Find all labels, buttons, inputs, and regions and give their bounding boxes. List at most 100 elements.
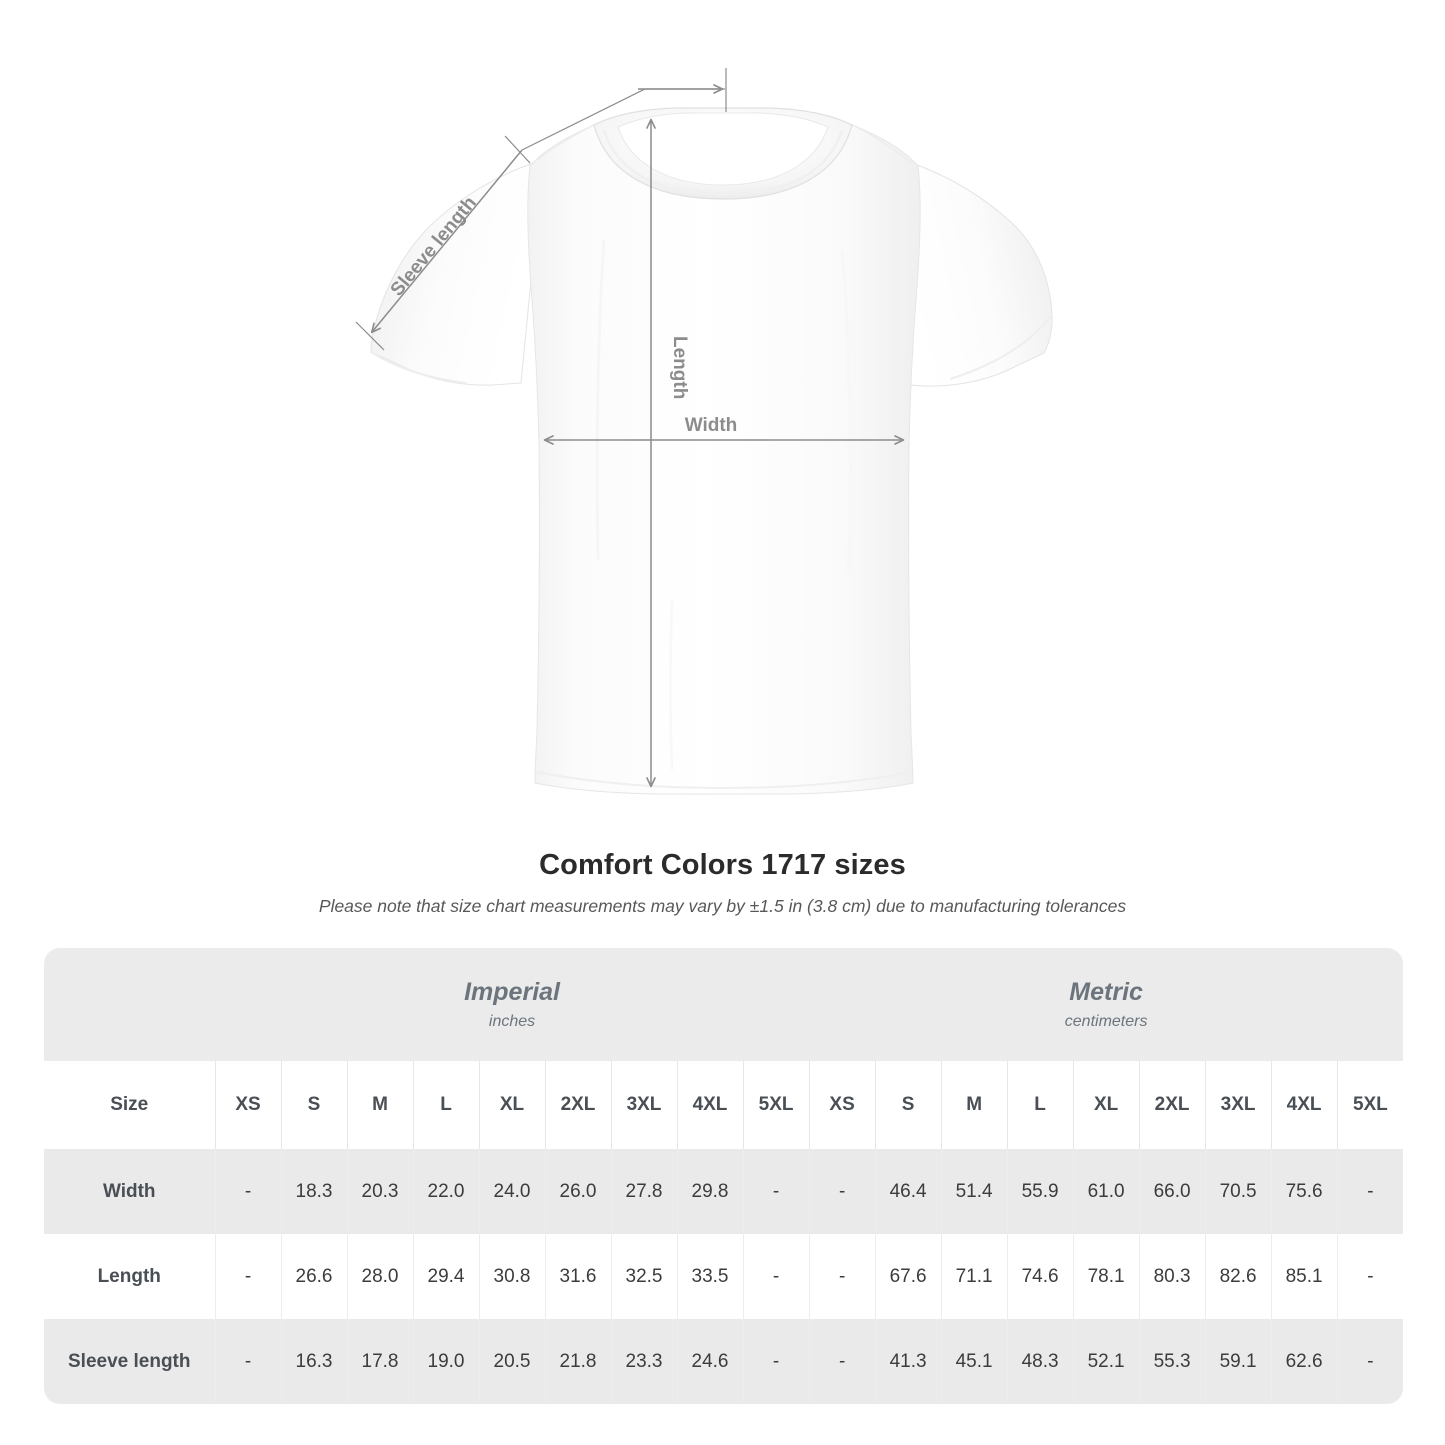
page-title: Comfort Colors 1717 sizes — [539, 849, 906, 881]
cell-length-metric-xs: - — [808, 1234, 876, 1319]
cell-width-metric-5xl: - — [1336, 1149, 1404, 1234]
tshirt-garment — [370, 107, 1053, 795]
width-label: Width — [685, 415, 738, 436]
header-imperial-3xl: 3XL — [610, 1061, 677, 1149]
cell-sleeve-imperial-2xl: 21.8 — [544, 1319, 611, 1404]
header-metric-3xl: 3XL — [1204, 1061, 1272, 1149]
cell-width-imperial-xl: 24.0 — [478, 1149, 545, 1234]
heading-block: Comfort Colors 1717 sizes Please note th… — [0, 845, 1445, 918]
cell-length-imperial-4xl: 33.5 — [676, 1234, 743, 1319]
size-header-row: Size XS S M L XL 2XL 3XL 4XL 5XL XS S M … — [44, 1061, 1404, 1149]
cell-width-metric-4xl: 75.6 — [1270, 1149, 1338, 1234]
cell-length-metric-5xl: - — [1336, 1234, 1404, 1319]
cell-width-metric-xs: - — [808, 1149, 876, 1234]
header-imperial-xl: XL — [478, 1061, 545, 1149]
cell-length-imperial-xl: 30.8 — [478, 1234, 545, 1319]
header-imperial-l: L — [412, 1061, 479, 1149]
cell-sleeve-imperial-5xl: - — [742, 1319, 810, 1404]
cell-sleeve-imperial-xs: - — [214, 1319, 281, 1404]
header-imperial-xs: XS — [214, 1061, 281, 1149]
cell-width-metric-l: 55.9 — [1006, 1149, 1074, 1234]
row-label-sleeve-length: Sleeve length — [44, 1319, 215, 1404]
cell-width-imperial-4xl: 29.8 — [676, 1149, 743, 1234]
cell-sleeve-metric-xs: - — [808, 1319, 876, 1404]
unit-imperial-sub: inches — [488, 1012, 536, 1030]
cell-width-imperial-5xl: - — [742, 1149, 810, 1234]
cell-width-metric-3xl: 70.5 — [1204, 1149, 1272, 1234]
cell-sleeve-imperial-4xl: 24.6 — [676, 1319, 743, 1404]
unit-spacer-cell — [44, 948, 215, 1061]
cell-sleeve-metric-5xl: - — [1336, 1319, 1404, 1404]
header-metric-5xl: 5XL — [1336, 1061, 1404, 1149]
cell-width-imperial-l: 22.0 — [412, 1149, 479, 1234]
header-metric-xl: XL — [1072, 1061, 1140, 1149]
header-imperial-2xl: 2XL — [544, 1061, 611, 1149]
cell-sleeve-metric-2xl: 55.3 — [1138, 1319, 1206, 1404]
header-metric-l: L — [1006, 1061, 1074, 1149]
header-metric-4xl: 4XL — [1270, 1061, 1338, 1149]
cell-width-imperial-m: 20.3 — [346, 1149, 413, 1234]
cell-sleeve-metric-l: 48.3 — [1006, 1319, 1074, 1404]
cell-sleeve-metric-3xl: 59.1 — [1204, 1319, 1272, 1404]
header-imperial-5xl: 5XL — [742, 1061, 810, 1149]
cell-sleeve-imperial-m: 17.8 — [346, 1319, 413, 1404]
header-imperial-m: M — [346, 1061, 413, 1149]
cell-length-metric-s: 67.6 — [874, 1234, 942, 1319]
cell-width-metric-xl: 61.0 — [1072, 1149, 1140, 1234]
cell-sleeve-metric-s: 41.3 — [874, 1319, 942, 1404]
cell-width-metric-m: 51.4 — [940, 1149, 1008, 1234]
cell-sleeve-imperial-l: 19.0 — [412, 1319, 479, 1404]
unit-imperial-name: Imperial — [464, 977, 560, 1006]
cell-length-metric-4xl: 85.1 — [1270, 1234, 1338, 1319]
measurement-annotations — [355, 68, 905, 788]
header-imperial-s: S — [280, 1061, 347, 1149]
table-row-sleeve-length: Sleeve length - 16.3 17.8 19.0 20.5 21.8… — [44, 1319, 1404, 1404]
cell-length-imperial-3xl: 32.5 — [610, 1234, 677, 1319]
cell-length-imperial-5xl: - — [742, 1234, 810, 1319]
row-label-length: Length — [44, 1234, 215, 1319]
cell-sleeve-imperial-xl: 20.5 — [478, 1319, 545, 1404]
row-label-width: Width — [44, 1149, 215, 1234]
cell-length-imperial-l: 29.4 — [412, 1234, 479, 1319]
size-table-container: Imperial inches Metric centimeters Size … — [44, 948, 1404, 1404]
unit-metric-name: Metric — [1069, 977, 1143, 1006]
cell-length-metric-3xl: 82.6 — [1204, 1234, 1272, 1319]
header-metric-xs: XS — [808, 1061, 876, 1149]
cell-length-metric-xl: 78.1 — [1072, 1234, 1140, 1319]
cell-sleeve-imperial-3xl: 23.3 — [610, 1319, 677, 1404]
length-label: Length — [669, 336, 690, 399]
unit-group-metric: Metric centimeters — [809, 948, 1404, 1061]
cell-length-imperial-s: 26.6 — [280, 1234, 347, 1319]
page-subtitle: Please note that size chart measurements… — [318, 896, 1127, 916]
cell-length-imperial-xs: - — [214, 1234, 281, 1319]
cell-width-metric-s: 46.4 — [874, 1149, 942, 1234]
cell-width-imperial-3xl: 27.8 — [610, 1149, 677, 1234]
sleeve-length-arrow — [370, 149, 523, 334]
cell-sleeve-metric-m: 45.1 — [940, 1319, 1008, 1404]
cell-width-imperial-s: 18.3 — [280, 1149, 347, 1234]
cell-sleeve-imperial-s: 16.3 — [280, 1319, 347, 1404]
unit-header-row: Imperial inches Metric centimeters — [44, 948, 1404, 1061]
table-row-length: Length - 26.6 28.0 29.4 30.8 31.6 32.5 3… — [44, 1234, 1404, 1319]
header-metric-m: M — [940, 1061, 1008, 1149]
header-metric-s: S — [874, 1061, 942, 1149]
cell-sleeve-metric-xl: 52.1 — [1072, 1319, 1140, 1404]
cell-length-metric-m: 71.1 — [940, 1234, 1008, 1319]
cell-sleeve-metric-4xl: 62.6 — [1270, 1319, 1338, 1404]
size-table: Imperial inches Metric centimeters Size … — [44, 948, 1404, 1404]
header-size-label: Size — [44, 1061, 215, 1149]
header-metric-2xl: 2XL — [1138, 1061, 1206, 1149]
tshirt-measurement-diagram: Sleeve length Length Width — [355, 68, 1053, 795]
unit-group-imperial: Imperial inches — [215, 948, 810, 1061]
cell-width-imperial-xs: - — [214, 1149, 281, 1234]
cell-width-imperial-2xl: 26.0 — [544, 1149, 611, 1234]
cell-length-imperial-2xl: 31.6 — [544, 1234, 611, 1319]
cell-length-metric-l: 74.6 — [1006, 1234, 1074, 1319]
cell-length-metric-2xl: 80.3 — [1138, 1234, 1206, 1319]
cell-width-metric-2xl: 66.0 — [1138, 1149, 1206, 1234]
unit-metric-sub: centimeters — [1064, 1012, 1148, 1030]
table-row-width: Width - 18.3 20.3 22.0 24.0 26.0 27.8 29… — [44, 1149, 1404, 1234]
cell-length-imperial-m: 28.0 — [346, 1234, 413, 1319]
header-imperial-4xl: 4XL — [676, 1061, 743, 1149]
